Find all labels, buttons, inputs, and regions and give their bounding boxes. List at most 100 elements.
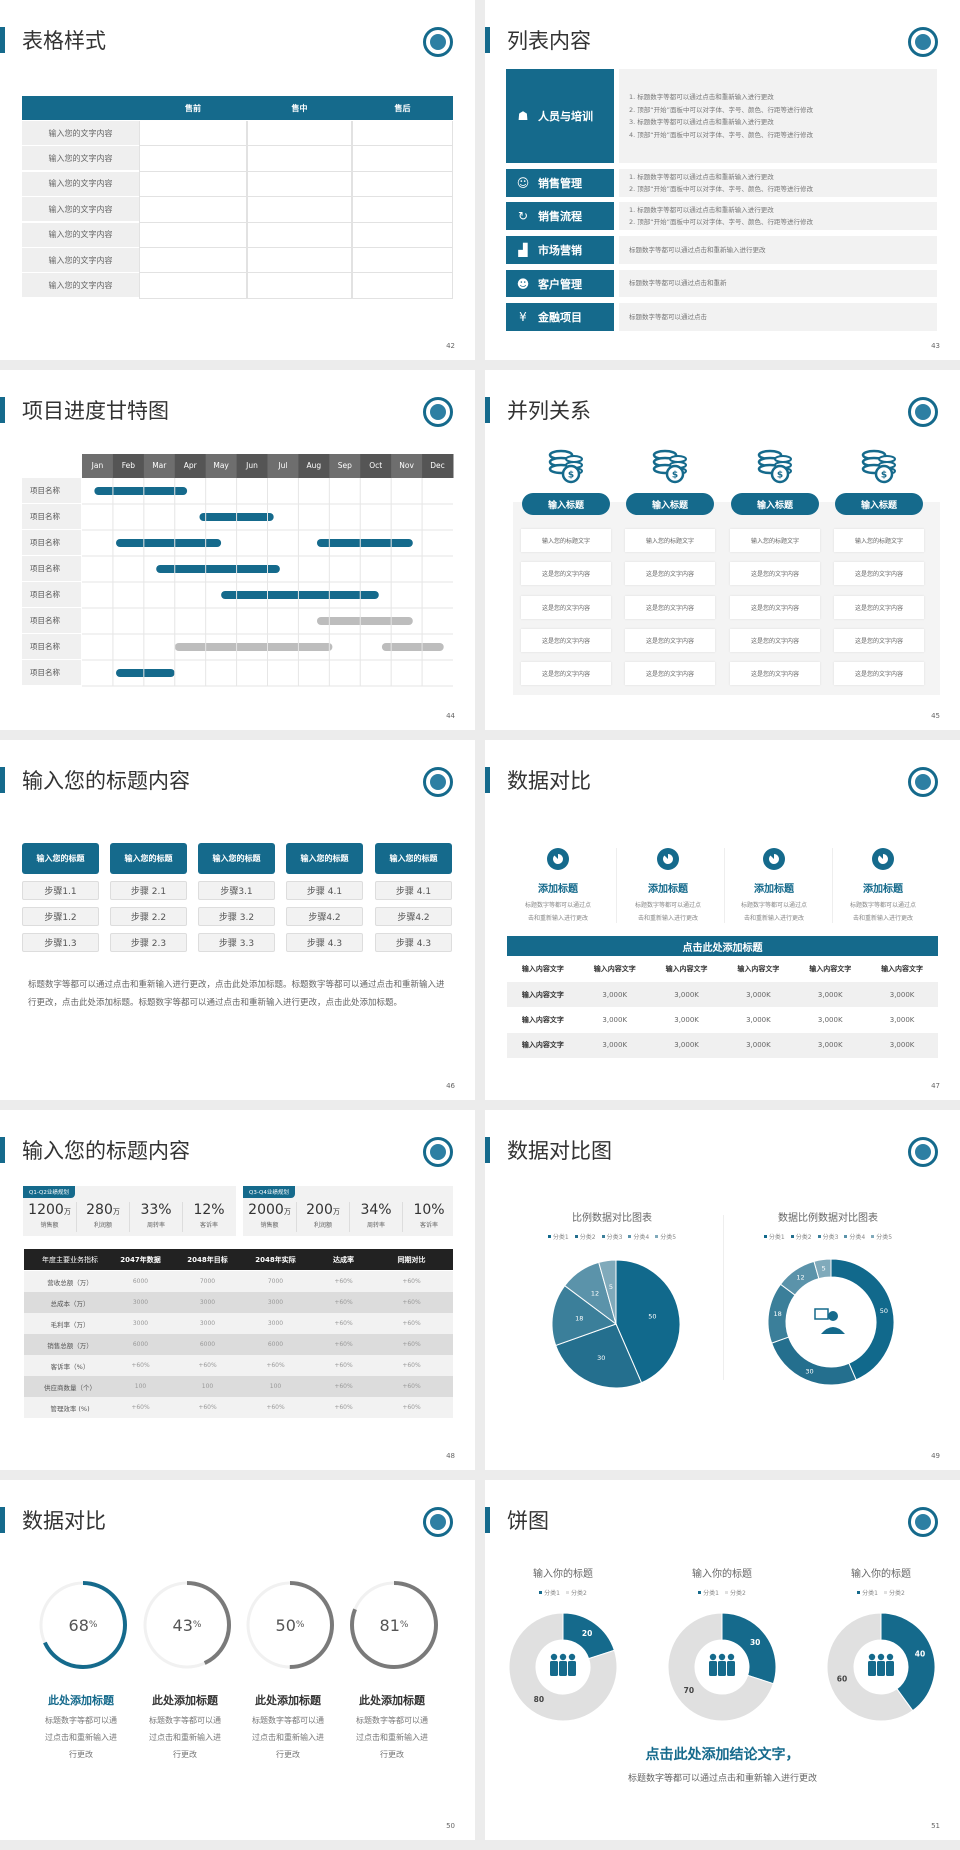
table-cell[interactable] [247,222,352,248]
list-item-label-box[interactable]: ¥ 金融项目 [506,303,614,331]
step-box[interactable]: 步骤 2.2 [110,907,187,926]
table-cell[interactable] [139,121,247,147]
slide-42[interactable]: 表格样式 42 售前 售中 售后 输入您的文字内容 输入您的文字内容 输入您的文字内容 输入您的… [0,0,475,360]
gantt-bar [316,539,413,547]
step-box[interactable]: 步骤 4.3 [286,933,363,952]
gantt-bar [116,669,175,677]
step-box[interactable]: 步骤 2.3 [110,933,187,952]
kpi-stat: 2000万 销售额 [243,1202,296,1232]
column-title-button[interactable]: 输入标题 [835,493,923,515]
legend-swatch [698,1590,702,1594]
column-cell: 这是您的文字内容 [834,628,924,652]
table-cell[interactable] [247,171,352,198]
slide-title: 列表内容 [507,29,591,53]
table-cell[interactable] [139,222,247,248]
column-title-button[interactable]: 输入标题 [626,493,714,515]
description-line: 1. 标题数字等都可以通过点击和重新输入进行更改 [629,93,774,101]
slide-44[interactable]: 项目进度甘特图 44 Jan Feb Mar Apr May Jun Jul Aug Sep Oct N… [0,370,475,730]
person-body-icon [877,1661,885,1676]
table-row-label: 输入您的文字内容 [22,121,139,146]
table-cell[interactable] [247,121,352,147]
kpi-value: 12% [183,1202,235,1220]
list-item-label-box[interactable]: ☺ 销售管理 [506,169,614,197]
table-cell: 3,000K [746,990,771,999]
table-cell[interactable] [247,248,352,274]
coins-dollar-icon: $ [861,449,896,484]
column-title-button[interactable]: 输入标题 [731,493,819,515]
list-item-label: 人员与培训 [538,110,593,123]
legend-item: 分类2 [884,1588,905,1597]
row-label-bg [22,582,81,607]
slide-49[interactable]: 数据对比图 49 比例数据对比图表 分类1 分类2 分类3 分类4 分类5 50 30 18 12 5 数… [485,1110,960,1470]
icon-pie [769,854,779,864]
title-accent-bar [0,1137,5,1163]
row-label: 项目名称 [30,667,60,677]
icon-pie [878,854,888,864]
table-cell[interactable] [352,121,453,147]
table-cell[interactable] [352,197,453,223]
table-cell[interactable] [352,146,453,172]
ring-description: 标题数字等都可以通 [356,1715,428,1725]
table-row-bg [507,982,938,1007]
pie-chart-icon [547,848,569,870]
step-box[interactable]: 步骤 3.2 [198,907,275,926]
step-box[interactable]: 步骤3.1 [198,881,275,900]
slide-47[interactable]: 数据对比 47 添加标题 标题数字等都可以通过点 击和重新输入进行更改 添加标题 标题数字等… [485,740,960,1100]
slide-51[interactable]: 饼图 51 输入你的标题 分类1 分类2 20 80 输入你的标题 分类1 分类2 30 70 输入你的… [485,1480,960,1840]
feature-divider [616,848,617,923]
step-box[interactable]: 步骤4.2 [286,907,363,926]
legend-item: 分类5 [655,1232,676,1241]
legend-swatch [655,1234,659,1238]
slide-48[interactable]: 输入您的标题内容 48 Q1-Q2业绩规划 1200万 销售额 280万 利润额 33% 周转率… [0,1110,475,1470]
title-accent-bar [485,1507,490,1533]
table-cell[interactable] [247,197,352,223]
table-cell[interactable] [247,146,352,172]
legend-item: 分类4 [628,1232,649,1241]
step-box[interactable]: 步骤 4.1 [375,881,452,900]
page-number: 51 [931,1822,940,1830]
table-header-cell: 输入内容文字 [521,965,564,973]
table-cell[interactable] [247,273,352,299]
table-cell[interactable] [352,273,453,299]
table-cell[interactable] [139,171,247,198]
slide-43[interactable]: 列表内容 43 ☗ 人员与培训 1. 标题数字等都可以通过点击和重新输入进行更改 2. 顶… [485,0,960,360]
table-cell[interactable] [139,197,247,223]
column-title-button[interactable]: 输入标题 [522,493,610,515]
month-label: Nov [399,461,414,470]
logo-emblem [908,27,938,57]
list-item-label-box[interactable]: ☻ 客户管理 [506,270,614,297]
table-cell[interactable] [352,171,453,198]
legend-label: 分类5 [660,1233,677,1241]
slice [555,1323,643,1389]
table-cell[interactable] [139,146,247,172]
table-cell[interactable] [352,248,453,274]
step-box[interactable]: 步骤 4.3 [375,933,452,952]
person-head-icon [559,1653,567,1661]
table-cell[interactable] [139,248,247,274]
list-item-label: 销售管理 [538,177,582,190]
slide-46[interactable]: 输入您的标题内容 46 输入您的标题 步骤1.1 步骤1.2 步骤1.3 输入您的标题 步骤 … [0,740,475,1100]
step-box[interactable]: 步骤 3.3 [198,933,275,952]
list-item-label-box[interactable]: ☗ 人员与培训 [506,69,614,163]
list-item-label-box[interactable]: ▟ 市场营销 [506,236,614,264]
column-cell: 这是您的文字内容 [521,628,611,652]
table-cell[interactable] [352,222,453,248]
step-box[interactable]: 步骤 4.1 [286,881,363,900]
step-box[interactable]: 步骤 2.1 [110,881,187,900]
step-box[interactable]: 步骤1.3 [22,933,99,952]
slide-50[interactable]: 数据对比 50 68% 此处添加标题 标题数字等都可以通 过点击和重新输入进 行更改 43% 此… [0,1480,475,1840]
slice-label: 5 [609,1283,613,1291]
step-box[interactable]: 步骤1.1 [22,881,99,900]
ring-value: 68% [43,1615,123,1635]
row-label: 项目名称 [30,589,60,599]
dollar-circle [665,464,685,484]
slide-45[interactable]: 并列关系 45 $ 输入标题 输入您的标题文字 这是您的文字内容 这是您的文字内容 这是您的文… [485,370,960,730]
table-cell[interactable] [139,273,247,299]
step-box[interactable]: 步骤4.2 [375,907,452,926]
step-box[interactable]: 步骤1.2 [22,907,99,926]
list-item-label-box[interactable]: ↻ 销售流程 [506,202,614,230]
step-column-title: 输入您的标题 [198,843,275,874]
donut-chart: 30 70 [667,1612,777,1722]
legend-swatch [574,1234,578,1238]
